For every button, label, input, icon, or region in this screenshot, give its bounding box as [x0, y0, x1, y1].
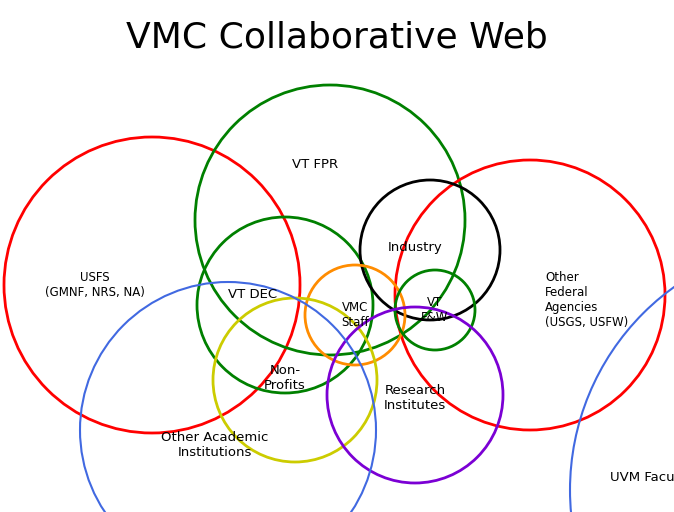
- Text: Other Academic
Institutions: Other Academic Institutions: [161, 431, 269, 459]
- Text: VMC
Staff: VMC Staff: [341, 301, 369, 329]
- Text: VT FPR: VT FPR: [292, 159, 338, 172]
- Text: VT DEC: VT DEC: [228, 288, 277, 302]
- Text: VT
F&W: VT F&W: [421, 296, 449, 324]
- Text: Industry: Industry: [388, 242, 442, 254]
- Text: Other
Federal
Agencies
(USGS, USFW): Other Federal Agencies (USGS, USFW): [545, 271, 628, 329]
- Text: USFS
(GMNF, NRS, NA): USFS (GMNF, NRS, NA): [45, 271, 145, 299]
- Text: UVM Faculty: UVM Faculty: [610, 472, 674, 484]
- Text: Research
Institutes: Research Institutes: [384, 384, 446, 412]
- Text: Non-
Profits: Non- Profits: [264, 364, 306, 392]
- Text: VMC Collaborative Web: VMC Collaborative Web: [126, 21, 548, 55]
